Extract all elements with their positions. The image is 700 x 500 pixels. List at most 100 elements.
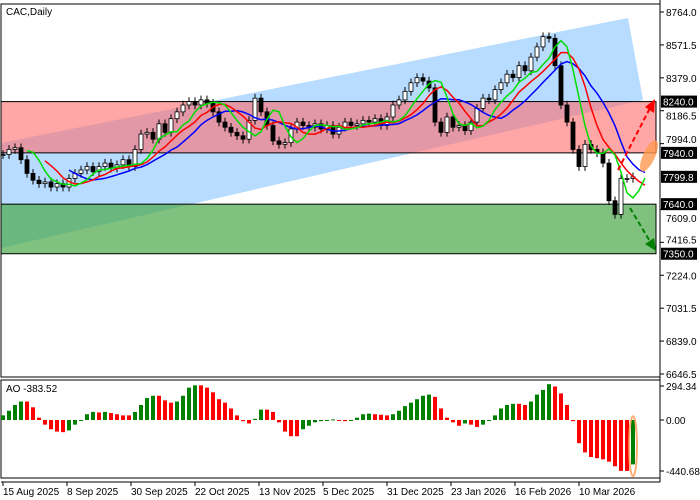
ao-bar bbox=[421, 395, 425, 420]
candle bbox=[192, 101, 198, 106]
candle bbox=[546, 36, 552, 39]
candle bbox=[282, 142, 288, 145]
ao-bar bbox=[391, 414, 395, 420]
candle bbox=[522, 65, 528, 72]
ao-bar bbox=[13, 404, 17, 420]
price-tick-label: 8379.0 bbox=[666, 74, 697, 85]
ao-bar bbox=[541, 389, 545, 420]
price-tick-label: 7609.0 bbox=[666, 214, 697, 225]
candle bbox=[606, 162, 612, 202]
date-tick-label: 15 Aug 2025 bbox=[3, 487, 60, 498]
ao-bar bbox=[625, 420, 629, 471]
ao-bar bbox=[499, 408, 503, 420]
level-label-box bbox=[661, 95, 697, 108]
level-label: 7350.0 bbox=[663, 250, 694, 261]
ao-bar bbox=[133, 411, 137, 420]
candle bbox=[138, 133, 144, 150]
ao-bar bbox=[289, 420, 293, 437]
candle bbox=[162, 123, 168, 133]
ao-tick-label: 0.00 bbox=[666, 416, 686, 427]
ma-fast-line bbox=[26, 39, 646, 199]
level-label-box bbox=[661, 170, 697, 183]
candle bbox=[432, 87, 438, 123]
ao-bar bbox=[565, 404, 569, 420]
ao-bar bbox=[607, 420, 611, 462]
ao-bar bbox=[217, 399, 221, 420]
ao-bar bbox=[7, 410, 11, 420]
candle bbox=[42, 181, 48, 185]
candle bbox=[258, 97, 264, 113]
ao-bar bbox=[265, 409, 269, 420]
candle bbox=[54, 183, 60, 188]
ao-bar bbox=[139, 404, 143, 420]
price-tick-label: 7994.0 bbox=[666, 135, 697, 146]
date-tick-label: 5 Dec 2025 bbox=[323, 487, 375, 498]
date-tick-label: 23 Jan 2026 bbox=[451, 487, 506, 498]
ao-bar bbox=[79, 420, 83, 421]
candle bbox=[24, 159, 30, 174]
ao-bar bbox=[31, 407, 35, 420]
ao-bar bbox=[595, 420, 599, 459]
ao-bar bbox=[631, 420, 635, 465]
candle bbox=[504, 73, 510, 84]
candle bbox=[498, 82, 504, 91]
ao-bar bbox=[61, 420, 65, 433]
ao-histogram bbox=[1, 384, 638, 478]
ao-bar bbox=[253, 418, 257, 420]
candle bbox=[540, 36, 546, 48]
arrow-up-head-icon bbox=[645, 99, 655, 113]
ao-bar bbox=[121, 415, 125, 420]
candle bbox=[564, 104, 570, 123]
ao-bar bbox=[199, 385, 203, 420]
ao-bar bbox=[151, 395, 155, 420]
ao-tick-label: -440.68 bbox=[666, 467, 700, 478]
candle bbox=[474, 108, 480, 123]
candle bbox=[444, 116, 450, 133]
date-tick-label: 10 Mar 2026 bbox=[579, 487, 636, 498]
level-label-box bbox=[661, 198, 697, 211]
candle bbox=[216, 111, 222, 123]
candle bbox=[102, 162, 108, 167]
candle bbox=[48, 181, 54, 188]
ao-bar bbox=[175, 401, 179, 420]
candle bbox=[516, 65, 522, 79]
ao-bar bbox=[319, 420, 323, 422]
ao-bar bbox=[415, 399, 419, 420]
level-label: 7940.0 bbox=[663, 149, 694, 160]
candle bbox=[84, 166, 90, 171]
ao-bar bbox=[85, 414, 89, 420]
ao-bar bbox=[283, 420, 287, 432]
ao-bar bbox=[97, 412, 101, 420]
level-label: 7799.8 bbox=[663, 173, 694, 184]
ao-bar bbox=[37, 417, 41, 420]
forecast-down-arrow bbox=[629, 207, 652, 244]
candle bbox=[414, 77, 420, 84]
candle bbox=[420, 77, 426, 82]
ao-bar bbox=[487, 420, 491, 421]
moving-averages bbox=[26, 39, 646, 199]
candle bbox=[198, 99, 204, 106]
candle bbox=[360, 119, 366, 125]
ao-bar bbox=[505, 404, 509, 420]
candle bbox=[276, 140, 282, 145]
candle bbox=[612, 200, 618, 215]
ao-bar bbox=[349, 420, 353, 421]
ao-bar bbox=[577, 420, 581, 444]
level-label: 7640.0 bbox=[663, 200, 694, 211]
price-tick-label: 7416.5 bbox=[666, 236, 697, 247]
candle bbox=[600, 152, 606, 164]
candle bbox=[618, 178, 624, 215]
ao-bar bbox=[337, 420, 341, 421]
candle bbox=[582, 143, 588, 167]
candle bbox=[300, 121, 306, 126]
candle bbox=[396, 99, 402, 106]
level-label-box bbox=[661, 146, 697, 159]
candle bbox=[168, 118, 174, 133]
ao-bar bbox=[103, 411, 107, 420]
candle bbox=[144, 131, 150, 135]
forecast-up-arrow bbox=[617, 107, 651, 171]
candle bbox=[348, 121, 354, 126]
ao-bar bbox=[295, 420, 299, 437]
candle bbox=[402, 90, 408, 101]
